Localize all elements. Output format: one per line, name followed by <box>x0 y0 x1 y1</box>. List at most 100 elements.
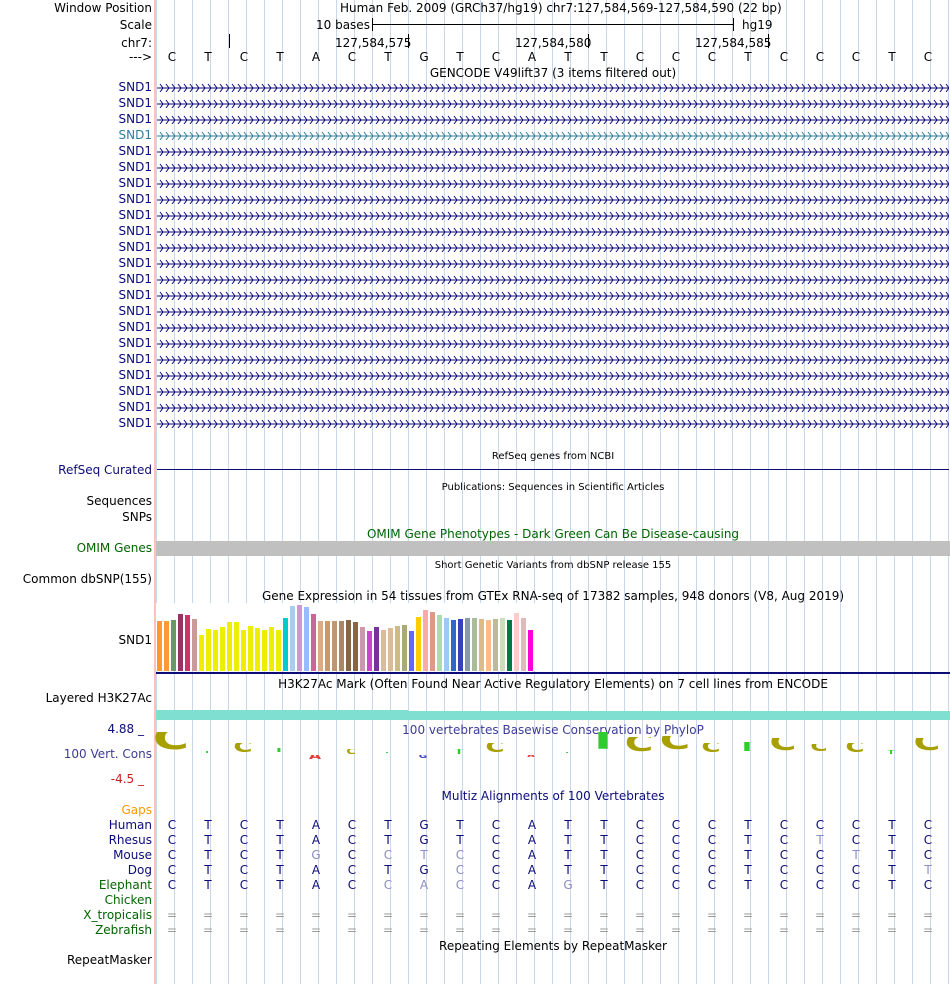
species-label[interactable]: Human <box>108 818 152 832</box>
gencode-gene-arrow[interactable] <box>157 194 949 204</box>
phylop-title[interactable]: 100 vertebrates Basewise Conservation by… <box>402 723 704 737</box>
gencode-gene-label[interactable]: SND1 <box>118 112 152 126</box>
gencode-gene-label[interactable]: SND1 <box>118 160 152 174</box>
omim-label[interactable]: OMIM Genes <box>76 541 152 555</box>
gtex-bar[interactable] <box>346 620 351 671</box>
gencode-gene-arrow[interactable] <box>157 338 949 348</box>
gtex-bar[interactable] <box>304 607 309 671</box>
gtex-bar[interactable] <box>234 622 239 671</box>
omim-gene-bar[interactable] <box>156 541 950 556</box>
gencode-gene-arrow[interactable] <box>157 418 949 428</box>
gtex-bar[interactable] <box>192 619 197 671</box>
gencode-gene-arrow[interactable] <box>157 290 949 300</box>
gtex-label[interactable]: SND1 <box>118 633 152 647</box>
gtex-bar[interactable] <box>528 630 533 671</box>
gtex-bar[interactable] <box>374 627 379 671</box>
gtex-bar[interactable] <box>444 618 449 671</box>
gencode-gene-arrow[interactable] <box>157 370 949 380</box>
sequences-label[interactable]: Sequences <box>86 494 152 508</box>
gencode-gene-arrow[interactable] <box>157 402 949 412</box>
gencode-gene-label[interactable]: SND1 <box>118 96 152 110</box>
gencode-gene-label[interactable]: SND1 <box>118 368 152 382</box>
gtex-bar[interactable] <box>283 618 288 671</box>
gtex-bar[interactable] <box>430 612 435 671</box>
gtex-bar[interactable] <box>220 627 225 671</box>
gencode-gene-arrow[interactable] <box>157 274 949 284</box>
gtex-bar[interactable] <box>493 619 498 671</box>
gtex-bar[interactable] <box>171 620 176 671</box>
gencode-gene-arrow[interactable] <box>157 306 949 316</box>
gtex-bar[interactable] <box>325 621 330 671</box>
gencode-gene-label[interactable]: SND1 <box>118 272 152 286</box>
gtex-bar[interactable] <box>213 630 218 671</box>
gencode-gene-arrow[interactable] <box>157 354 949 364</box>
gtex-bar[interactable] <box>318 621 323 671</box>
gencode-gene-label[interactable]: SND1 <box>118 208 152 222</box>
refseq-gene-line[interactable] <box>157 469 949 470</box>
gtex-bar[interactable] <box>276 630 281 671</box>
repeat-label[interactable]: RepeatMasker <box>66 953 152 967</box>
gtex-bar[interactable] <box>500 618 505 671</box>
gtex-bar[interactable] <box>360 627 365 671</box>
refseq-label[interactable]: RefSeq Curated <box>58 463 152 477</box>
gencode-gene-label[interactable]: SND1 <box>118 400 152 414</box>
gtex-title[interactable]: Gene Expression in 54 tissues from GTEx … <box>261 589 845 603</box>
gtex-bar[interactable] <box>353 622 358 671</box>
pubs-title[interactable]: Publications: Sequences in Scientific Ar… <box>441 482 665 493</box>
phylop-label[interactable]: 100 Vert. Cons <box>63 747 152 761</box>
gencode-gene-arrow[interactable] <box>157 226 949 236</box>
phylop-base[interactable]: C <box>913 738 941 755</box>
gtex-bar[interactable] <box>409 631 414 671</box>
gencode-gene-arrow[interactable] <box>157 178 949 188</box>
gencode-gene-arrow[interactable] <box>157 258 949 268</box>
gencode-gene-label[interactable]: SND1 <box>118 128 152 142</box>
species-label[interactable]: Rhesus <box>108 833 152 847</box>
species-label[interactable]: Mouse <box>113 848 152 862</box>
gtex-bar[interactable] <box>164 621 169 671</box>
gtex-bar[interactable] <box>507 620 512 671</box>
gencode-gene-arrow[interactable] <box>157 82 949 92</box>
gtex-bar[interactable] <box>262 630 267 671</box>
refseq-title[interactable]: RefSeq genes from NCBI <box>491 451 615 462</box>
gtex-bar[interactable] <box>402 625 407 671</box>
gtex-bar[interactable] <box>227 622 232 671</box>
gtex-bar[interactable] <box>437 615 442 671</box>
species-label[interactable]: Zebrafish <box>95 923 152 937</box>
gencode-gene-label[interactable]: SND1 <box>118 224 152 238</box>
gtex-bar[interactable] <box>465 618 470 671</box>
gtex-bar[interactable] <box>206 629 211 671</box>
gtex-bar[interactable] <box>255 628 260 671</box>
gencode-gene-arrow[interactable] <box>157 242 949 252</box>
species-label[interactable]: Elephant <box>98 878 152 892</box>
gencode-gene-arrow[interactable] <box>157 114 949 124</box>
gtex-bar[interactable] <box>367 631 372 671</box>
gtex-bar[interactable] <box>395 626 400 671</box>
gencode-gene-arrow[interactable] <box>157 130 949 140</box>
gtex-bar[interactable] <box>416 617 421 671</box>
gtex-bar[interactable] <box>381 630 386 671</box>
gtex-bar[interactable] <box>269 627 274 671</box>
snps-label[interactable]: SNPs <box>122 510 152 524</box>
gtex-bar[interactable] <box>185 615 190 671</box>
h3k-signal-high[interactable] <box>156 710 408 720</box>
gencode-gene-label[interactable]: SND1 <box>118 304 152 318</box>
gencode-gene-arrow[interactable] <box>157 146 949 156</box>
gtex-bar[interactable] <box>479 619 484 671</box>
gencode-gene-label[interactable]: SND1 <box>118 416 152 430</box>
gencode-gene-arrow[interactable] <box>157 210 949 220</box>
species-label[interactable]: Chicken <box>104 893 152 907</box>
gtex-bar[interactable] <box>199 635 204 671</box>
gencode-gene-arrow[interactable] <box>157 98 949 108</box>
gencode-gene-arrow[interactable] <box>157 322 949 332</box>
gtex-bar[interactable] <box>157 621 162 671</box>
h3k-title[interactable]: H3K27Ac Mark (Often Found Near Active Re… <box>278 677 828 691</box>
dbsnp-title[interactable]: Short Genetic Variants from dbSNP releas… <box>434 560 672 571</box>
gencode-gene-label[interactable]: SND1 <box>118 336 152 350</box>
gtex-bar[interactable] <box>388 628 393 671</box>
species-label[interactable]: Dog <box>127 863 152 877</box>
phylop-base[interactable]: A <box>527 755 535 759</box>
gtex-bar[interactable] <box>423 610 428 671</box>
gtex-bar[interactable] <box>514 613 519 671</box>
gtex-bar[interactable] <box>486 620 491 671</box>
h3k-signal[interactable] <box>408 711 950 720</box>
